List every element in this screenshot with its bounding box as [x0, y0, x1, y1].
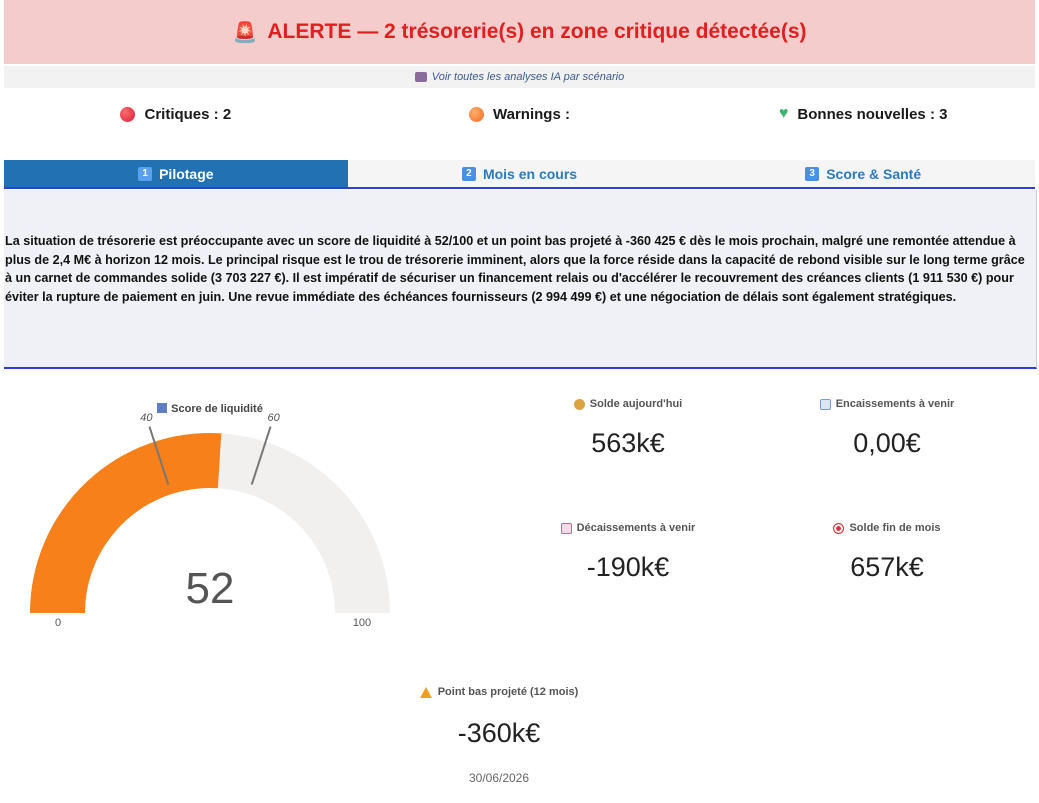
keycap-one-icon: 1: [138, 166, 153, 181]
siren-icon: 🚨: [232, 21, 258, 44]
metric-solde-aujourdhui-label-row: Solde aujourd'hui: [518, 398, 738, 410]
ai-summary-panel: La situation de trésorerie est préoccupa…: [4, 190, 1037, 369]
tab-mois-en-cours[interactable]: 2 Mois en cours: [347, 160, 692, 187]
alert-text: ALERTE — 2 trésorerie(s) en zone critiqu…: [267, 20, 807, 43]
alert-banner: 🚨 ALERTE — 2 trésorerie(s) en zone criti…: [4, 0, 1035, 64]
counter-bonnes-nouvelles: ♥ Bonnes nouvelles : 3: [691, 96, 1035, 132]
metric-encaissements: Encaissements à venir 0,00€: [777, 398, 997, 459]
tab-score-label: Score & Santé: [826, 165, 922, 182]
counter-warnings-label: Warnings :: [493, 105, 570, 123]
metric-point-bas: Point bas projeté (12 mois) -360k€ 30/06…: [389, 686, 609, 785]
counter-critiques: Critiques : 2: [4, 96, 348, 132]
gauge-threshold-60: [250, 426, 272, 485]
ai-summary-text: La situation de trésorerie est préoccupa…: [5, 234, 1025, 304]
tab-pilotage[interactable]: 1 Pilotage: [4, 160, 348, 187]
gauge-threshold-label-60: 60: [268, 412, 281, 424]
counter-bonnes-label: Bonnes nouvelles : 3: [797, 105, 948, 123]
chart-decreasing-icon: [560, 522, 572, 534]
gauge-title-label: Score de liquidité: [171, 403, 263, 415]
gauge-title: Score de liquidité: [20, 403, 400, 415]
counters-row: Critiques : 2 Warnings : ♥ Bonnes nouvel…: [4, 96, 1035, 132]
tab-mois-label: Mois en cours: [482, 165, 578, 182]
red-circle-icon: [120, 106, 136, 122]
money-bag-icon: [573, 398, 585, 410]
scenario-link-label[interactable]: Voir toutes les analyses IA par scénario: [431, 71, 625, 83]
counter-warnings: Warnings :: [348, 96, 692, 132]
metric-solde-aujourdhui-label: Solde aujourd'hui: [589, 398, 683, 410]
metric-encaissements-value: 0,00€: [853, 428, 921, 458]
warning-icon: [419, 686, 432, 698]
tab-score-sante[interactable]: 3 Score & Santé: [691, 160, 1036, 187]
metric-point-bas-label-row: Point bas projeté (12 mois): [389, 686, 609, 698]
tab-bar: 1 Pilotage 2 Mois en cours 3 Score & San…: [4, 160, 1036, 189]
orange-circle-icon: [469, 106, 485, 122]
keycap-three-icon: 3: [805, 166, 820, 181]
gauge-max-label: 100: [353, 617, 371, 629]
bar-chart-icon: [157, 403, 168, 413]
metric-solde-fin-mois-label-row: Solde fin de mois: [777, 522, 997, 534]
green-heart-icon: ♥: [778, 105, 789, 122]
metric-solde-aujourdhui: Solde aujourd'hui 563k€: [518, 398, 738, 459]
target-icon: [833, 522, 845, 534]
counter-critiques-label: Critiques : 2: [144, 105, 232, 123]
metric-encaissements-label: Encaissements à venir: [835, 398, 955, 410]
gauge-min-label: 0: [55, 617, 61, 629]
metric-point-bas-date: 30/06/2026: [468, 771, 530, 785]
metric-point-bas-value: -360k€: [457, 718, 541, 748]
scenario-link[interactable]: Voir toutes les analyses IA par scénario: [4, 66, 1035, 88]
metric-solde-fin-mois: Solde fin de mois 657k€: [777, 522, 997, 583]
metric-solde-fin-mois-value: 657k€: [850, 552, 924, 582]
metric-encaissements-label-row: Encaissements à venir: [777, 398, 997, 410]
metric-decaissements: Décaissements à venir -190k€: [518, 522, 738, 583]
metric-solde-fin-mois-label: Solde fin de mois: [849, 522, 941, 534]
chart-increasing-icon: [819, 398, 831, 410]
gauge-svg: 40 60 52 0 100: [30, 412, 390, 629]
calendar-icon: [414, 72, 427, 82]
tab-pilotage-label: Pilotage: [159, 165, 214, 182]
gauge-fill: [30, 433, 222, 613]
gauge-value: 52: [186, 564, 235, 613]
keycap-two-icon: 2: [461, 166, 476, 181]
gauge-threshold-label-40: 40: [140, 412, 153, 424]
metric-point-bas-label: Point bas projeté (12 mois): [437, 686, 579, 698]
liquidity-gauge: 40 60 52 0 100 Score de liquidité: [20, 395, 400, 635]
gauge-threshold-40: [148, 426, 170, 485]
metric-decaissements-label: Décaissements à venir: [576, 522, 696, 534]
metric-decaissements-label-row: Décaissements à venir: [518, 522, 738, 534]
metric-decaissements-value: -190k€: [586, 552, 670, 582]
metric-solde-aujourdhui-value: 563k€: [591, 428, 665, 458]
